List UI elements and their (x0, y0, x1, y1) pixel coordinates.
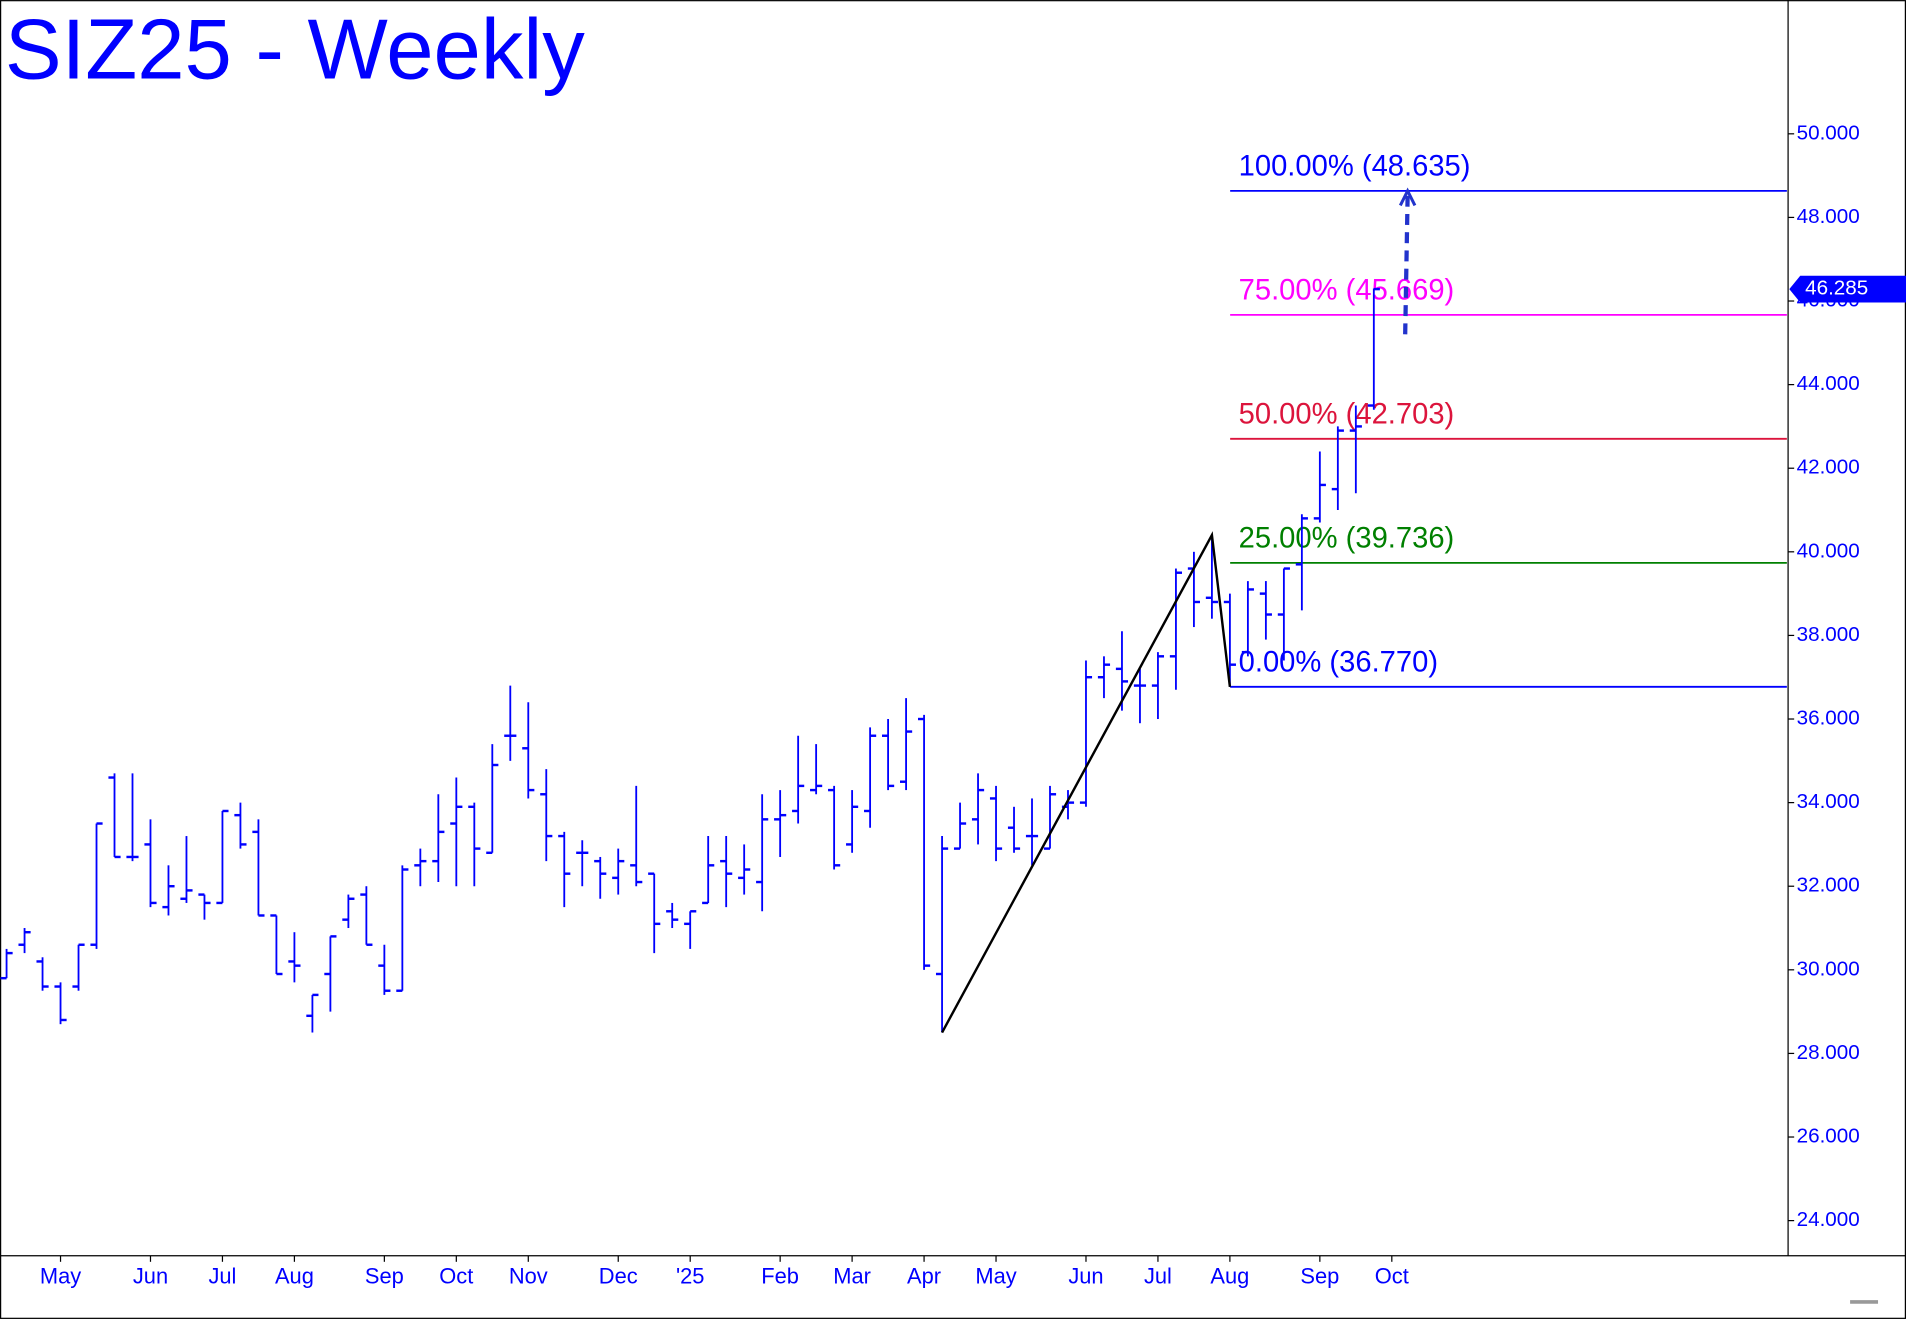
pattern-line (940, 531, 1232, 1034)
price-tag-label: 46.285 (1805, 277, 1868, 300)
y-tick-label: 38.000 (1797, 623, 1860, 646)
x-tick-label: Sep (365, 1263, 404, 1288)
x-tick-label: Sep (1300, 1263, 1339, 1288)
fib-label: 25.00% (39.736) (1239, 522, 1455, 554)
x-tick-label: May (975, 1263, 1016, 1288)
y-tick-label: 42.000 (1797, 456, 1860, 479)
y-tick-label: 40.000 (1797, 539, 1860, 562)
fib-label: 100.00% (48.635) (1239, 150, 1471, 182)
y-tick-label: 24.000 (1797, 1208, 1860, 1231)
x-tick-label: Jul (208, 1263, 236, 1288)
fib-label: 50.00% (42.703) (1239, 398, 1455, 430)
y-tick-label: 30.000 (1797, 957, 1860, 980)
x-tick-label: May (40, 1263, 81, 1288)
y-tick-label: 36.000 (1797, 706, 1860, 729)
y-tick-label: 28.000 (1797, 1041, 1860, 1064)
x-tick-label: Aug (275, 1263, 314, 1288)
x-tick-label: Nov (509, 1263, 548, 1288)
chart-title: SIZ25 - Weekly (5, 2, 585, 97)
price-tag (1789, 275, 1906, 303)
projection-arrow (1403, 195, 1410, 335)
x-tick-label: Jul (1144, 1263, 1172, 1288)
fib-label: 0.00% (36.770) (1239, 646, 1438, 678)
x-tick-label: Oct (439, 1263, 473, 1288)
x-tick-label: Jun (133, 1263, 168, 1288)
x-tick-label: Aug (1210, 1263, 1249, 1288)
y-tick-label: 48.000 (1797, 205, 1860, 228)
y-tick-label: 34.000 (1797, 790, 1860, 813)
x-tick-label: Oct (1375, 1263, 1409, 1288)
y-tick-label: 50.000 (1797, 121, 1860, 144)
x-tick-label: Jun (1068, 1263, 1103, 1288)
x-tick-label: Dec (599, 1263, 638, 1288)
arrow-head (1398, 187, 1417, 207)
y-tick-label: 32.000 (1797, 874, 1860, 897)
x-tick-label: Apr (907, 1263, 941, 1288)
x-tick-label: Mar (833, 1263, 871, 1288)
fib-label: 75.00% (45.669) (1239, 274, 1455, 306)
y-tick-label: 44.000 (1797, 372, 1860, 395)
y-tick-label: 26.000 (1797, 1124, 1860, 1147)
x-tick-label: Feb (761, 1263, 799, 1288)
x-tick-label: '25 (676, 1263, 705, 1288)
